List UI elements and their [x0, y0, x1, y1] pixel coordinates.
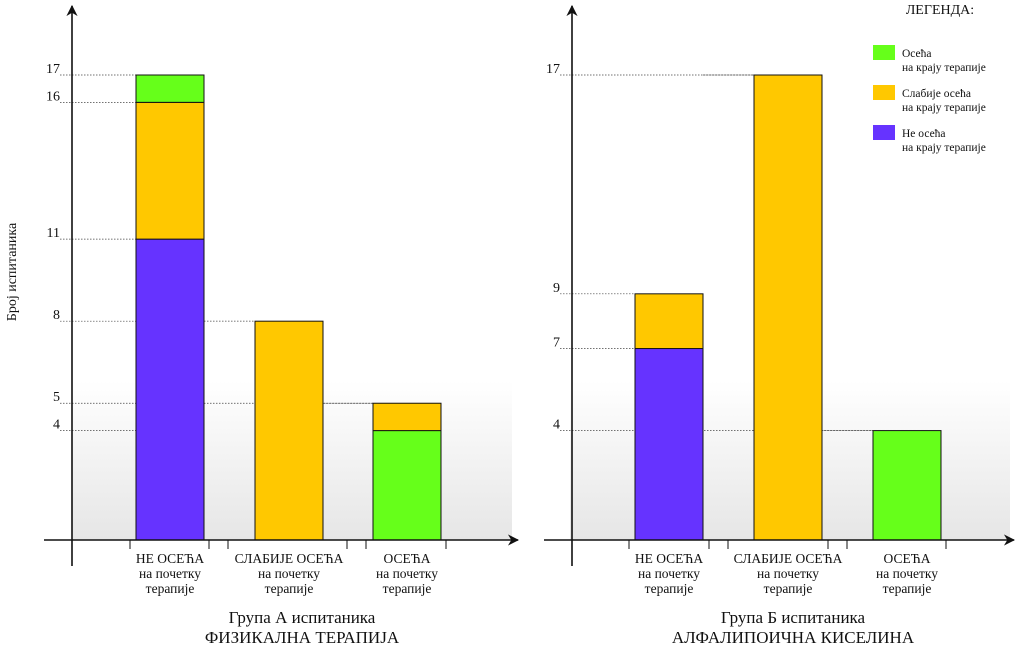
panel-a-y-tick-17: 17: [46, 62, 60, 77]
panel-a-bar-0-segment-0: [135, 238, 205, 541]
y-axis-label: Број испитаника: [5, 222, 20, 321]
panel-a-category-1-line-1: на почетку: [258, 566, 320, 581]
panel-b-category-2-line-1: на почетку: [876, 566, 938, 581]
panel-b-bar-1-segment-0: [753, 74, 823, 541]
legend: ЛЕГЕНДА: Осећа на крају терапије Слабије о…: [873, 3, 986, 154]
panel-b-category-0-line-0: НЕ ОСЕЋА: [635, 551, 704, 566]
panel-a-bar-0-segment-2: [135, 74, 205, 103]
legend-sublabel-2: на крају терапије: [902, 142, 986, 154]
panel-a-bar-0-segment-1: [135, 101, 205, 240]
legend-swatch-2: [873, 125, 895, 140]
panel-b-bar-2-segment-0: [872, 430, 942, 541]
panel-a-category-0-line-0: НЕ ОСЕЋА: [136, 551, 205, 566]
panel-b-bar-0-segment-1: [634, 293, 704, 350]
panel-b-y-tick-4: 4: [553, 418, 560, 433]
legend-sublabel-1: на крају терапије: [902, 102, 986, 114]
panel-a-category-1-line-0: СЛАБИЈЕ ОСЕЋА: [235, 551, 344, 566]
panel-b-category-1-line-2: терапије: [764, 581, 813, 596]
legend-label-1: Слабије осећа: [902, 88, 971, 100]
panel-b-subtitle: АЛФАЛИПОИЧНА КИСЕЛИНА: [672, 628, 915, 647]
panel-a-category-0-line-2: терапије: [146, 581, 195, 596]
legend-sublabel-0: на крају терапије: [902, 62, 986, 74]
panel-b-bar-0-segment-0: [634, 348, 704, 541]
panel-a-y-tick-11: 11: [47, 226, 60, 241]
panel-a-category-2-line-0: ОСЕЋА: [384, 551, 431, 566]
panel-b-y-tick-7: 7: [553, 336, 560, 351]
panel-b-category-1-line-0: СЛАБИЈЕ ОСЕЋА: [734, 551, 843, 566]
panel-a-category-2-line-1: на почетку: [376, 566, 438, 581]
panel-b-category-2-line-2: терапије: [883, 581, 932, 596]
panel-a-category-1-line-2: терапије: [265, 581, 314, 596]
legend-title: ЛЕГЕНДА:: [906, 3, 974, 18]
panel-b-title: Група Б испитаника: [721, 608, 866, 627]
panel-a-bar-1-segment-0: [254, 320, 324, 541]
panel-b-category-1-line-1: на почетку: [757, 566, 819, 581]
panel-a-title: Група А испитаника: [229, 608, 376, 627]
panel-b-category-0-line-2: терапије: [645, 581, 694, 596]
panel-b-category-0-line-1: на почетку: [638, 566, 700, 581]
panel-a-y-tick-8: 8: [53, 308, 60, 323]
panel-a-y-tick-5: 5: [53, 390, 60, 405]
panel-a-y-tick-4: 4: [53, 418, 60, 433]
panel-b-y-tick-17: 17: [546, 62, 560, 77]
legend-label-2: Не осећа: [902, 128, 946, 140]
panel-a-category-0-line-1: на почетку: [139, 566, 201, 581]
panel-b-y-tick-9: 9: [553, 281, 560, 296]
panel-a-y-tick-16: 16: [46, 89, 60, 104]
panel-a-category-2-line-2: терапије: [383, 581, 432, 596]
panel-a-bar-2-segment-0: [372, 430, 442, 541]
legend-swatch-1: [873, 85, 895, 100]
panel-a-subtitle: ФИЗИКАЛНА ТЕРАПИЈА: [205, 628, 400, 647]
legend-swatch-0: [873, 45, 895, 60]
panel-a-bar-2-segment-1: [372, 402, 442, 432]
legend-label-0: Осећа: [902, 48, 932, 60]
panel-b-category-2-line-0: ОСЕЋА: [884, 551, 931, 566]
